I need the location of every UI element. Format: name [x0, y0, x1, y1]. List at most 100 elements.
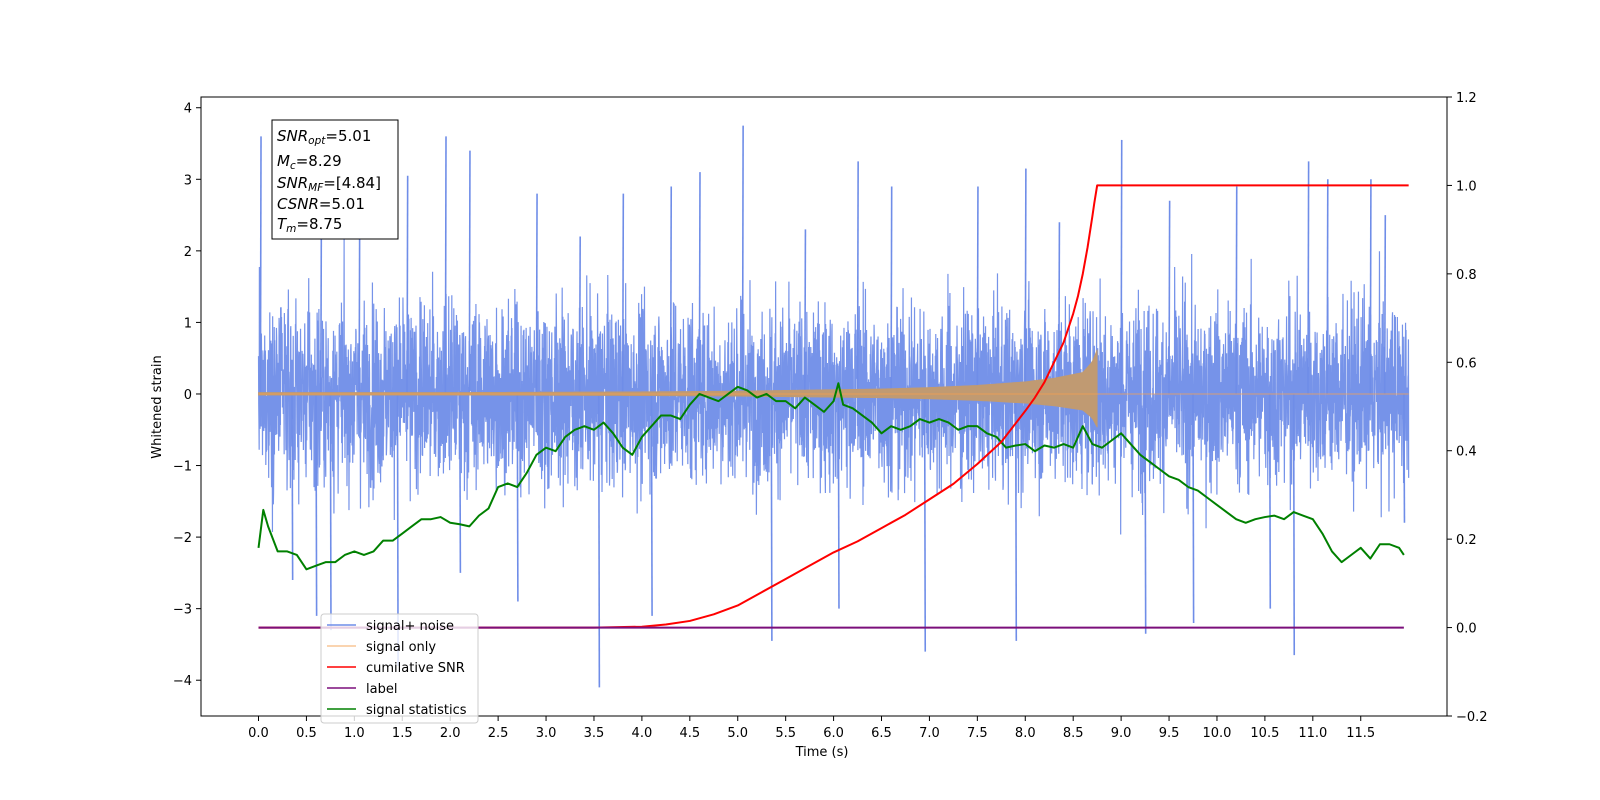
x-tick-label: 6.5 — [871, 726, 892, 741]
y-left-tick-label: 1 — [184, 316, 192, 331]
x-tick-label: 0.0 — [248, 726, 269, 741]
x-tick-label: 7.0 — [919, 726, 940, 741]
x-tick-label: 2.5 — [488, 726, 509, 741]
y-left-tick-label: −1 — [173, 460, 192, 475]
y-left-tick-label: 4 — [184, 102, 192, 117]
noise-spike — [1403, 393, 1406, 523]
noise-spike — [1058, 222, 1061, 394]
svg-text:signal only: signal only — [366, 640, 436, 655]
y-left-tick-label: −4 — [173, 674, 192, 689]
noise-spike — [1014, 393, 1018, 641]
noise-spike — [1192, 393, 1195, 623]
noise-spike — [804, 229, 807, 394]
signal-plus-noise-trace — [257, 238, 1410, 535]
x-tick-label: 5.5 — [775, 726, 796, 741]
x-axis-ticks: 0.0 0.5 1.0 1.5 2.0 2.5 3.0 3.5 4.0 4.5 5.0 5.5 6.0 6… — [248, 716, 1375, 741]
x-tick-label: 3.5 — [584, 726, 605, 741]
noise-spike — [1144, 393, 1147, 634]
noise-spike — [923, 393, 927, 652]
y-right-tick-label: 0.4 — [1456, 445, 1477, 460]
noise-spike — [1168, 200, 1171, 394]
legend-item-cumulative-snr: cumilative SNR — [327, 661, 465, 676]
noise-spike — [621, 193, 625, 394]
noise-spike — [741, 125, 744, 394]
svg-text:signal statistics: signal statistics — [366, 703, 467, 718]
noise-spike — [1268, 393, 1272, 609]
x-tick-label: 0.5 — [296, 726, 317, 741]
legend-item-label: label — [327, 682, 397, 697]
noise-spike — [1120, 139, 1123, 394]
y-right-tick-label: 0.8 — [1456, 268, 1477, 283]
y-right-tick-label: −0.2 — [1456, 710, 1488, 725]
noise-spike — [597, 393, 601, 688]
noise-spike — [856, 161, 859, 394]
x-tick-label: 9.0 — [1111, 726, 1132, 741]
x-tick-label: 6.0 — [823, 726, 844, 741]
noise-spike — [1383, 215, 1387, 394]
legend: signal+ noise signal only cumilative SNR… — [320, 613, 479, 724]
noise-spike — [259, 136, 262, 394]
x-tick-label: 9.5 — [1159, 726, 1180, 741]
svg-text:label: label — [366, 682, 397, 697]
legend-item-signal-plus-noise: signal+ noise — [327, 619, 454, 634]
noise-spike — [468, 150, 471, 394]
x-tick-label: 10.0 — [1202, 726, 1231, 741]
series-cumulative-snr-group — [258, 184, 1409, 629]
x-tick-label: 4.5 — [679, 726, 700, 741]
noise-spike — [1326, 179, 1329, 394]
annotation-box: SNRopt=5.01 Mc=8.29 SNRMF=[4.84] CSNR=5.… — [271, 119, 399, 240]
y-right-tick-label: 0.2 — [1456, 533, 1477, 548]
x-tick-label: 8.0 — [1015, 726, 1036, 741]
y-axis-left-ticks: 4 3 2 1 0 −1 −2 −3 −4 — [173, 102, 201, 689]
noise-spike — [837, 393, 840, 609]
signal-only-envelope — [258, 349, 1098, 428]
legend-item-signal-only: signal only — [327, 640, 436, 655]
legend-item-signal-statistics: signal statistics — [327, 703, 467, 718]
noise-spike — [1235, 186, 1238, 394]
annotation-tm: Tm=8.75 — [277, 215, 342, 235]
series-signal-only — [258, 349, 1409, 428]
noise-spike — [406, 175, 409, 394]
y-axis-label: Whitened strain — [150, 355, 165, 458]
x-tick-label: 3.0 — [536, 726, 557, 741]
x-tick-label: 8.5 — [1063, 726, 1084, 741]
noise-spike — [444, 136, 447, 394]
noise-spike — [1024, 168, 1027, 394]
noise-spike — [890, 186, 893, 394]
annotation-mc: Mc=8.29 — [277, 152, 342, 172]
y-left-tick-label: −3 — [173, 603, 192, 618]
series-signal-statistics — [257, 382, 1405, 571]
noise-spike — [315, 393, 318, 616]
noise-spike — [650, 393, 653, 616]
svg-text:signal+ noise: signal+ noise — [366, 619, 454, 634]
noise-spike — [329, 393, 332, 631]
x-tick-label: 4.0 — [632, 726, 653, 741]
annotation-csnr: CSNR=5.01 — [277, 195, 365, 213]
noise-spike — [535, 193, 538, 394]
x-tick-label: 1.5 — [392, 726, 413, 741]
y-right-tick-label: 0.0 — [1456, 622, 1477, 637]
noise-spike — [976, 186, 979, 394]
plot-frame — [200, 96, 1448, 717]
noise-spike — [291, 393, 294, 581]
x-tick-label: 10.5 — [1250, 726, 1279, 741]
svg-text:cumilative SNR: cumilative SNR — [366, 661, 465, 676]
noise-spike — [458, 393, 462, 573]
y-left-tick-label: 2 — [184, 245, 192, 260]
annotation-snr-opt: SNRopt=5.01 — [277, 127, 371, 147]
x-tick-label: 5.0 — [727, 726, 748, 741]
y-left-tick-label: 3 — [184, 173, 192, 188]
x-axis-label: Time (s) — [795, 745, 849, 760]
y-right-tick-label: 0.6 — [1456, 356, 1477, 371]
x-tick-label: 7.5 — [967, 726, 988, 741]
x-tick-label: 2.0 — [440, 726, 461, 741]
x-tick-label: 1.0 — [344, 726, 365, 741]
y-left-tick-label: −2 — [173, 531, 192, 546]
noise-spike — [698, 172, 701, 394]
noise-spike — [770, 393, 773, 641]
noise-spike — [578, 236, 581, 394]
noise-spike — [1292, 393, 1296, 656]
y-right-tick-label: 1.0 — [1456, 179, 1477, 194]
series-cumulative-snr — [258, 184, 1409, 629]
